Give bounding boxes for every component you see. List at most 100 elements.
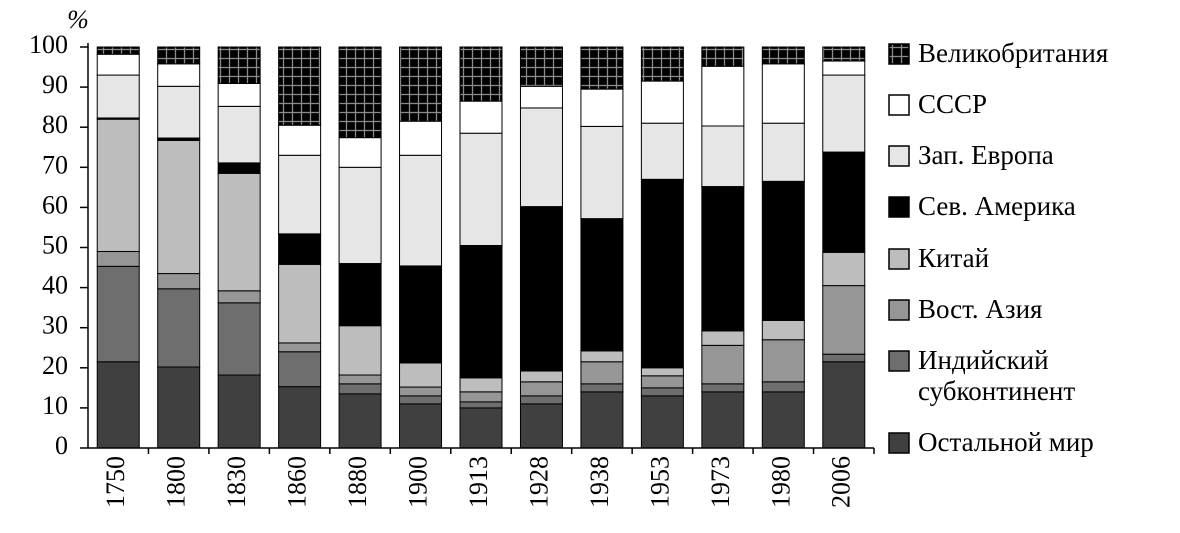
legend-item: Великобритания: [888, 38, 1158, 69]
bar-segment: [701, 391, 745, 449]
bar-segment: [217, 172, 261, 292]
bar-segment: [761, 122, 805, 182]
bar-segment: [519, 85, 563, 109]
x-tick-label: 2006: [827, 456, 856, 508]
bar-segment: [519, 107, 563, 208]
bar-segment: [157, 63, 201, 87]
bar-segment: [217, 105, 261, 164]
bar-segment: [701, 46, 745, 67]
bar-segment: [822, 46, 866, 62]
x-tick-label: 1913: [464, 456, 493, 508]
x-tick-label: 1880: [343, 456, 372, 508]
bar-segment: [459, 391, 503, 403]
legend-swatch: [888, 43, 910, 65]
bar-segment: [701, 330, 745, 346]
legend-swatch-fill: [888, 94, 910, 116]
legend-swatch-fill: [888, 43, 910, 65]
bar-segment: [338, 393, 382, 449]
legend-swatch: [888, 432, 910, 454]
bar-segment: [96, 53, 140, 76]
bar-segment: [399, 120, 443, 156]
bar-segment: [640, 46, 684, 82]
y-tick-label: 30: [42, 311, 68, 340]
bar-segment: [519, 395, 563, 405]
legend-label: Китай: [918, 242, 990, 273]
bar-segment: [640, 122, 684, 180]
bar-segment: [338, 46, 382, 139]
bar-segment: [278, 386, 322, 449]
bar-segment: [822, 285, 866, 355]
bar-segment: [761, 381, 805, 393]
bar-segment: [640, 375, 684, 389]
bar-segment: [217, 162, 261, 174]
bar-segment: [580, 46, 624, 90]
bar-segment: [399, 154, 443, 267]
bar-segment: [217, 46, 261, 84]
bar-segment: [519, 370, 563, 383]
legend-item: Вост. Азия: [888, 294, 1158, 325]
bar-segment: [761, 319, 805, 341]
bar-segment: [580, 383, 624, 393]
legend-swatch-fill: [888, 196, 910, 219]
x-tick-label: 1938: [585, 456, 614, 508]
legend-swatch: [888, 247, 910, 270]
bar-segment: [96, 74, 140, 119]
bar-segment: [338, 374, 382, 385]
bar-segment: [338, 137, 382, 168]
bar-segment: [640, 80, 684, 124]
bar-segment: [580, 125, 624, 220]
bar-segment: [96, 46, 140, 55]
bar-segment: [459, 132, 503, 246]
x-tick-label: 1750: [101, 456, 130, 508]
bar-segment: [338, 263, 382, 327]
bar-segment: [761, 46, 805, 65]
bar-segment: [399, 403, 443, 449]
bar-segment: [640, 387, 684, 397]
bar-segment: [278, 351, 322, 388]
bar-segment: [580, 391, 624, 449]
y-tick-label: 60: [42, 190, 68, 219]
bar-segment: [519, 206, 563, 372]
bar-segment: [338, 325, 382, 376]
bar-segment: [640, 367, 684, 377]
legend-label: Остальной мир: [918, 426, 1094, 457]
bar-segment: [278, 124, 322, 156]
bar-segment: [459, 46, 503, 102]
x-tick-label: 1973: [706, 456, 735, 508]
bar-segment: [761, 391, 805, 449]
bar-segment: [217, 82, 261, 107]
x-tick-label: 1830: [222, 456, 251, 508]
bar-segment: [822, 353, 866, 363]
bar-segment: [822, 60, 866, 76]
bar-segment: [399, 362, 443, 388]
bar-segment: [580, 350, 624, 363]
legend-item: Сев. Америка: [888, 191, 1158, 222]
bar-segment: [701, 344, 745, 385]
bar-segment: [217, 374, 261, 449]
y-tick-label: 100: [29, 30, 68, 59]
legend: Великобритания СССР Зап. Европа Сев. Америк…: [888, 38, 1158, 458]
y-axis-label: %: [67, 5, 89, 34]
bar-segment: [217, 302, 261, 376]
bar-segment: [761, 180, 805, 321]
legend-swatch: [888, 298, 910, 321]
legend-swatch: [888, 94, 910, 116]
bar-segment: [399, 395, 443, 405]
legend-swatch-fill: [888, 145, 910, 168]
legend-item: Китай: [888, 243, 1158, 274]
legend-item: Остальной мир: [888, 427, 1158, 458]
bar-segment: [822, 251, 866, 287]
bar-segment: [640, 395, 684, 449]
legend-swatch: [888, 196, 910, 219]
legend-swatch: [888, 350, 910, 372]
bar-segment: [701, 125, 745, 188]
legend-label: Великобритания: [918, 38, 1109, 68]
legend-label: Вост. Азия: [918, 293, 1043, 324]
x-tick-label: 1800: [162, 456, 191, 508]
bar-segment: [96, 361, 140, 449]
bar-segment: [338, 383, 382, 395]
x-tick-label: 1953: [645, 456, 674, 508]
bar-segment: [761, 63, 805, 124]
bar-segment: [580, 88, 624, 127]
